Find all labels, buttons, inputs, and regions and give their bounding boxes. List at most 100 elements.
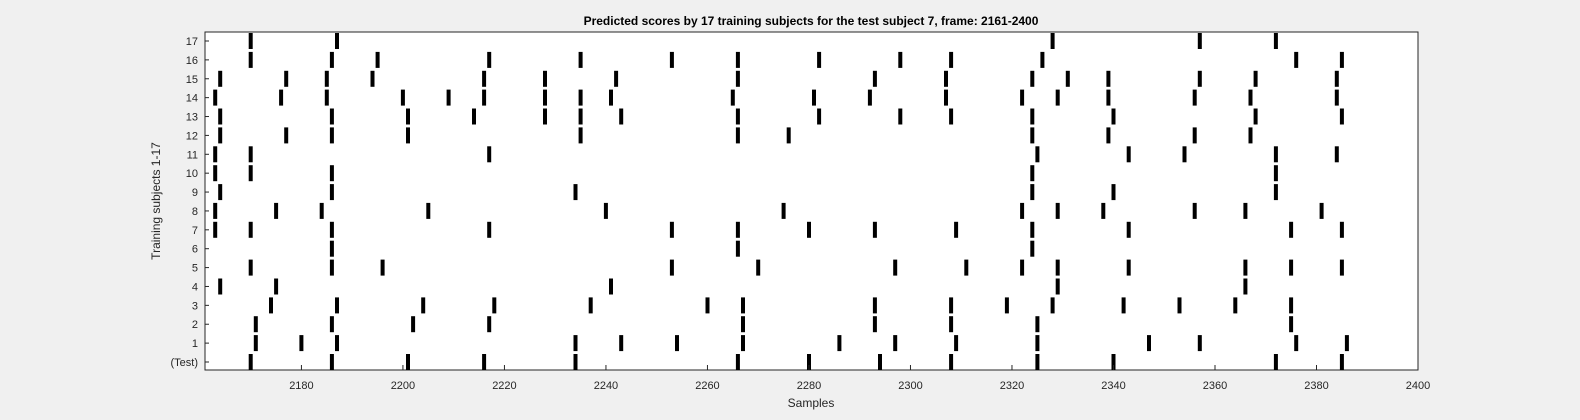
y-tick-label: 16 bbox=[186, 55, 198, 67]
event-mark bbox=[487, 51, 492, 68]
event-mark bbox=[675, 335, 679, 352]
event-mark bbox=[1182, 146, 1187, 163]
y-tick-label: 5 bbox=[192, 263, 198, 275]
event-mark bbox=[669, 51, 674, 68]
event-mark bbox=[329, 165, 334, 182]
event-mark bbox=[609, 278, 613, 295]
y-tick-label: 6 bbox=[192, 244, 198, 256]
event-mark bbox=[487, 316, 492, 333]
event-mark bbox=[543, 89, 547, 106]
event-mark bbox=[619, 335, 624, 352]
event-mark bbox=[578, 89, 583, 106]
event-mark bbox=[1035, 316, 1040, 333]
event-mark bbox=[213, 165, 218, 182]
event-mark bbox=[380, 259, 385, 276]
event-mark bbox=[1197, 33, 1202, 49]
event-mark bbox=[248, 33, 253, 49]
event-mark bbox=[1243, 278, 1248, 295]
event-mark bbox=[1289, 221, 1294, 238]
event-mark bbox=[1126, 146, 1131, 163]
x-axis: 2180 2200 2220 2240 2260 2280 2300 2320 2340 2360… bbox=[289, 365, 1430, 392]
event-mark bbox=[279, 89, 284, 106]
event-mark bbox=[248, 51, 253, 68]
event-mark bbox=[1055, 202, 1060, 219]
event-mark bbox=[781, 202, 786, 219]
event-mark bbox=[213, 221, 218, 238]
y-tick-label: 2 bbox=[192, 319, 198, 331]
event-mark bbox=[944, 70, 948, 87]
event-mark bbox=[1147, 335, 1151, 352]
event-mark bbox=[1233, 297, 1238, 314]
event-mark bbox=[1243, 259, 1248, 276]
event-mark bbox=[329, 108, 334, 125]
y-tick-label: 4 bbox=[192, 281, 198, 293]
event-mark bbox=[1121, 297, 1126, 314]
event-mark bbox=[741, 316, 745, 333]
event-mark bbox=[603, 202, 608, 219]
x-tick-label: 2380 bbox=[1304, 380, 1328, 392]
event-mark bbox=[329, 51, 334, 68]
event-mark bbox=[335, 33, 339, 49]
event-mark bbox=[807, 354, 811, 370]
event-mark bbox=[1197, 335, 1202, 352]
event-mark bbox=[1035, 354, 1040, 370]
event-mark bbox=[807, 221, 811, 238]
event-mark bbox=[248, 221, 253, 238]
event-mark bbox=[253, 316, 258, 333]
event-mark bbox=[1101, 202, 1106, 219]
x-tick-label: 2300 bbox=[898, 380, 922, 392]
event-mark bbox=[1004, 297, 1009, 314]
event-mark bbox=[741, 335, 745, 352]
event-mark bbox=[735, 70, 740, 87]
event-mark bbox=[578, 108, 583, 125]
event-mark bbox=[324, 89, 329, 106]
event-mark bbox=[1030, 127, 1035, 144]
x-axis-label: Samples bbox=[788, 396, 835, 410]
event-mark bbox=[1035, 335, 1040, 352]
event-mark bbox=[400, 89, 405, 106]
event-mark bbox=[614, 70, 619, 87]
event-mark bbox=[1050, 33, 1055, 49]
y-tick-label: 13 bbox=[186, 112, 198, 124]
event-mark bbox=[213, 89, 218, 106]
event-mark bbox=[487, 221, 492, 238]
event-mark bbox=[1030, 108, 1035, 125]
event-mark bbox=[949, 297, 954, 314]
event-mark bbox=[1289, 297, 1294, 314]
event-mark bbox=[269, 297, 273, 314]
event-mark bbox=[949, 108, 954, 125]
event-mark bbox=[213, 146, 218, 163]
event-mark bbox=[329, 221, 334, 238]
event-mark bbox=[253, 335, 258, 352]
event-mark bbox=[1030, 221, 1035, 238]
event-mark bbox=[487, 146, 492, 163]
y-tick-label: 14 bbox=[186, 93, 198, 105]
event-mark bbox=[573, 354, 578, 370]
event-mark bbox=[735, 127, 740, 144]
event-mark bbox=[1030, 70, 1035, 87]
event-mark bbox=[543, 108, 547, 125]
event-mark bbox=[218, 184, 223, 201]
x-tick-label: 2340 bbox=[1101, 380, 1125, 392]
x-tick-label: 2280 bbox=[797, 380, 821, 392]
event-mark bbox=[421, 297, 426, 314]
event-mark bbox=[426, 202, 431, 219]
event-mark bbox=[248, 259, 253, 276]
event-mark bbox=[284, 127, 289, 144]
event-mark bbox=[446, 89, 451, 106]
y-tick-label: 7 bbox=[192, 225, 198, 237]
y-tick-label: 9 bbox=[192, 187, 198, 199]
event-mark bbox=[1192, 89, 1197, 106]
event-mark bbox=[329, 316, 334, 333]
event-mark bbox=[1339, 221, 1344, 238]
event-mark bbox=[949, 354, 954, 370]
x-tick-label: 2360 bbox=[1203, 380, 1227, 392]
event-mark bbox=[482, 70, 487, 87]
event-mark bbox=[1192, 202, 1197, 219]
event-mark bbox=[817, 51, 822, 68]
event-mark bbox=[324, 70, 329, 87]
event-mark bbox=[893, 259, 898, 276]
event-mark bbox=[329, 354, 334, 370]
event-mark bbox=[1319, 202, 1324, 219]
